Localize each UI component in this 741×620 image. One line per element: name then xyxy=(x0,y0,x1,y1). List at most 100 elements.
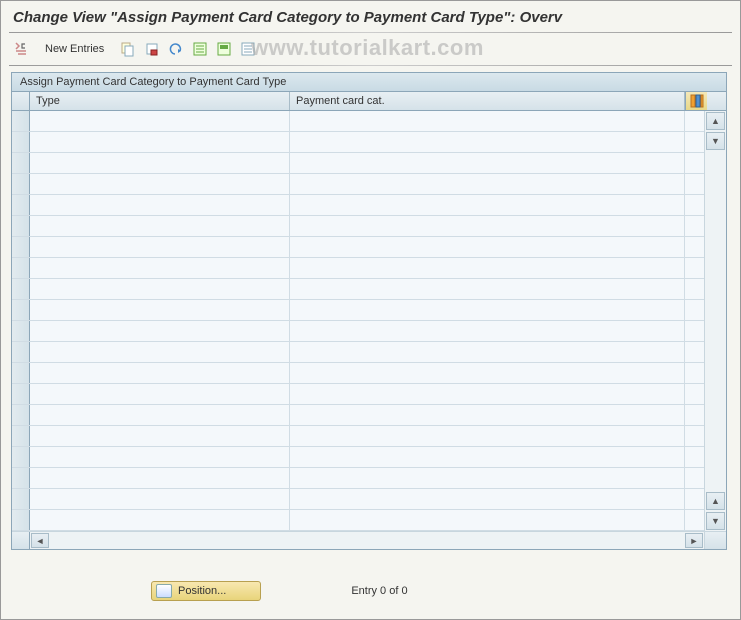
row-selector[interactable] xyxy=(12,258,30,278)
table-row[interactable] xyxy=(12,174,704,195)
cell-cat[interactable] xyxy=(290,237,685,257)
row-selector[interactable] xyxy=(12,153,30,173)
copy-icon[interactable] xyxy=(118,39,138,59)
scroll-up-bottom-button[interactable]: ▲ xyxy=(706,492,725,510)
table-row[interactable] xyxy=(12,300,704,321)
table-row[interactable] xyxy=(12,111,704,132)
cell-type[interactable] xyxy=(30,216,290,236)
row-selector-header[interactable] xyxy=(12,92,30,110)
row-selector[interactable] xyxy=(12,216,30,236)
cell-type[interactable] xyxy=(30,510,290,530)
column-header-type[interactable]: Type xyxy=(30,92,290,110)
scroll-track[interactable] xyxy=(705,151,726,491)
table-row[interactable] xyxy=(12,237,704,258)
toggle-icon[interactable] xyxy=(11,39,31,59)
cell-cat[interactable] xyxy=(290,426,685,446)
cell-cat[interactable] xyxy=(290,384,685,404)
table-row[interactable] xyxy=(12,342,704,363)
table-row[interactable] xyxy=(12,153,704,174)
cell-cat[interactable] xyxy=(290,342,685,362)
table-row[interactable] xyxy=(12,426,704,447)
configure-columns-icon[interactable] xyxy=(685,92,707,110)
cell-type[interactable] xyxy=(30,300,290,320)
cell-type[interactable] xyxy=(30,342,290,362)
row-selector[interactable] xyxy=(12,174,30,194)
scroll-down-top-button[interactable]: ▼ xyxy=(706,132,725,150)
new-entries-button[interactable]: New Entries xyxy=(39,41,110,57)
cell-type[interactable] xyxy=(30,384,290,404)
cell-type[interactable] xyxy=(30,111,290,131)
table-row[interactable] xyxy=(12,279,704,300)
table-row[interactable] xyxy=(12,447,704,468)
row-selector[interactable] xyxy=(12,405,30,425)
table-row[interactable] xyxy=(12,195,704,216)
cell-cat[interactable] xyxy=(290,510,685,530)
table-row[interactable] xyxy=(12,405,704,426)
cell-type[interactable] xyxy=(30,174,290,194)
table-row[interactable] xyxy=(12,363,704,384)
delete-icon[interactable] xyxy=(142,39,162,59)
hscroll-track[interactable] xyxy=(50,532,684,549)
cell-cat[interactable] xyxy=(290,216,685,236)
scroll-up-top-button[interactable]: ▲ xyxy=(706,112,725,130)
cell-type[interactable] xyxy=(30,447,290,467)
cell-cat[interactable] xyxy=(290,153,685,173)
cell-type[interactable] xyxy=(30,279,290,299)
scroll-left-button[interactable]: ◄ xyxy=(31,533,49,548)
row-selector[interactable] xyxy=(12,111,30,131)
cell-cat[interactable] xyxy=(290,195,685,215)
table-row[interactable] xyxy=(12,489,704,510)
scroll-right-button[interactable]: ► xyxy=(685,533,703,548)
table-row[interactable] xyxy=(12,132,704,153)
cell-type[interactable] xyxy=(30,237,290,257)
cell-cat[interactable] xyxy=(290,405,685,425)
cell-type[interactable] xyxy=(30,321,290,341)
select-block-icon[interactable] xyxy=(214,39,234,59)
cell-cat[interactable] xyxy=(290,468,685,488)
deselect-all-icon[interactable] xyxy=(238,39,258,59)
table-row[interactable] xyxy=(12,216,704,237)
cell-cat[interactable] xyxy=(290,279,685,299)
row-selector[interactable] xyxy=(12,132,30,152)
cell-type[interactable] xyxy=(30,195,290,215)
undo-icon[interactable] xyxy=(166,39,186,59)
cell-cat[interactable] xyxy=(290,258,685,278)
cell-type[interactable] xyxy=(30,132,290,152)
cell-type[interactable] xyxy=(30,489,290,509)
row-selector[interactable] xyxy=(12,426,30,446)
table-row[interactable] xyxy=(12,258,704,279)
cell-type[interactable] xyxy=(30,153,290,173)
cell-cat[interactable] xyxy=(290,363,685,383)
row-selector[interactable] xyxy=(12,195,30,215)
cell-cat[interactable] xyxy=(290,111,685,131)
cell-cat[interactable] xyxy=(290,132,685,152)
row-selector[interactable] xyxy=(12,384,30,404)
cell-cat[interactable] xyxy=(290,447,685,467)
table-row[interactable] xyxy=(12,510,704,531)
row-selector[interactable] xyxy=(12,510,30,530)
row-selector[interactable] xyxy=(12,300,30,320)
row-selector[interactable] xyxy=(12,342,30,362)
scroll-down-bottom-button[interactable]: ▼ xyxy=(706,512,725,530)
row-selector[interactable] xyxy=(12,468,30,488)
select-all-icon[interactable] xyxy=(190,39,210,59)
cell-cat[interactable] xyxy=(290,174,685,194)
cell-cat[interactable] xyxy=(290,300,685,320)
table-row[interactable] xyxy=(12,321,704,342)
cell-cat[interactable] xyxy=(290,321,685,341)
column-header-cat[interactable]: Payment card cat. xyxy=(290,92,685,110)
row-selector[interactable] xyxy=(12,237,30,257)
row-selector[interactable] xyxy=(12,363,30,383)
position-button[interactable]: Position... xyxy=(151,581,261,601)
row-selector[interactable] xyxy=(12,321,30,341)
cell-type[interactable] xyxy=(30,405,290,425)
row-selector[interactable] xyxy=(12,447,30,467)
cell-type[interactable] xyxy=(30,426,290,446)
cell-type[interactable] xyxy=(30,363,290,383)
table-row[interactable] xyxy=(12,384,704,405)
table-row[interactable] xyxy=(12,468,704,489)
row-selector[interactable] xyxy=(12,489,30,509)
row-selector[interactable] xyxy=(12,279,30,299)
cell-type[interactable] xyxy=(30,258,290,278)
cell-type[interactable] xyxy=(30,468,290,488)
